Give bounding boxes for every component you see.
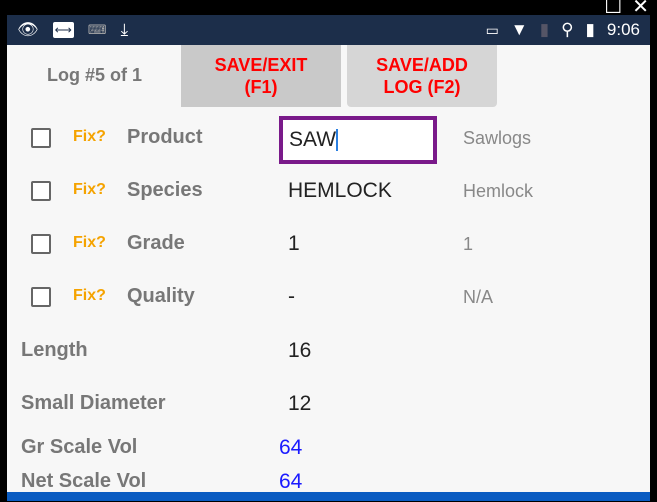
teamviewer-icon: ⟷ [52, 22, 74, 38]
save-exit-button[interactable]: SAVE/EXIT (F1) [181, 45, 341, 107]
length-value[interactable]: 16 [288, 339, 312, 362]
quality-value[interactable]: - [288, 285, 295, 308]
log-number: Log #5 of 1 [47, 65, 143, 85]
maximize-icon[interactable]: ☐ [604, 0, 623, 18]
field-description: Hemlock [463, 181, 534, 201]
keyboard-icon: ⌨ [87, 22, 107, 37]
battery-icon: ▮ [585, 20, 595, 39]
field-row-quality: Fix? Quality - N/A [7, 277, 650, 317]
fix-checkbox[interactable] [31, 287, 51, 307]
field-description: Sawlogs [463, 128, 532, 148]
fix-checkbox[interactable] [31, 128, 51, 148]
field-row-grade: Fix? Grade 1 1 [7, 224, 650, 264]
fix-checkbox[interactable] [31, 234, 51, 254]
field-description: N/A [463, 287, 494, 307]
save-exit-label: SAVE/EXIT [214, 55, 308, 75]
species-value[interactable]: HEMLOCK [288, 179, 392, 202]
gr-scale-vol-value: 64 [279, 436, 303, 459]
product-value: SAW [289, 128, 337, 151]
status-bar: 👁 ⟷ ⌨ ⤓ ▭ ▼ ▮ ⚲ ▮ 9:06 [7, 15, 650, 45]
grade-value[interactable]: 1 [288, 232, 300, 255]
save-add-key: LOG (F2) [383, 77, 461, 97]
fix-label: Fix? [73, 234, 106, 251]
gr-scale-vol-row: Gr Scale Vol 64 [7, 428, 650, 468]
field-row-product: Fix? Product SAW Sawlogs [7, 116, 650, 164]
location-icon: ⚲ [561, 20, 574, 39]
field-label: Product [127, 126, 203, 148]
fix-label: Fix? [73, 128, 106, 145]
download-icon: ⤓ [120, 20, 129, 39]
small-diameter-label: Small Diameter [21, 392, 166, 414]
save-add-log-button[interactable]: SAVE/ADD LOG (F2) [347, 45, 497, 107]
gr-scale-vol-label: Gr Scale Vol [21, 436, 138, 458]
cast-icon: ▭ [485, 21, 499, 38]
eye-icon: 👁 [17, 20, 39, 39]
small-diameter-row: Small Diameter 12 [7, 384, 650, 424]
field-label: Species [127, 179, 203, 201]
save-add-label: SAVE/ADD [376, 55, 468, 75]
product-input[interactable]: SAW [279, 116, 437, 164]
fix-checkbox[interactable] [31, 181, 51, 201]
fix-label: Fix? [73, 181, 106, 198]
small-diameter-value[interactable]: 12 [288, 392, 312, 415]
bottom-bar [7, 492, 650, 501]
save-exit-key: (F1) [244, 77, 278, 97]
window-controls: ☐ ✕ [604, 0, 649, 19]
net-scale-vol-value: 64 [279, 470, 303, 493]
log-entry-screen: Log #5 of 1 SAVE/EXIT (F1) SAVE/ADD LOG (F… [7, 45, 650, 493]
text-cursor [336, 129, 339, 152]
field-label: Quality [127, 285, 195, 307]
field-description: 1 [463, 234, 474, 254]
clock: 9:06 [606, 20, 640, 39]
field-label: Grade [127, 232, 185, 254]
close-icon[interactable]: ✕ [632, 0, 649, 18]
net-scale-vol-row: Net Scale Vol 64 [7, 462, 650, 502]
wifi-icon: ▼ [510, 20, 528, 39]
fix-label: Fix? [73, 287, 106, 304]
net-scale-vol-label: Net Scale Vol [21, 470, 147, 492]
length-label: Length [21, 339, 88, 361]
length-row: Length 16 [7, 331, 650, 371]
no-sim-icon: ▮ [539, 20, 550, 39]
field-row-species: Fix? Species HEMLOCK Hemlock [7, 171, 650, 211]
